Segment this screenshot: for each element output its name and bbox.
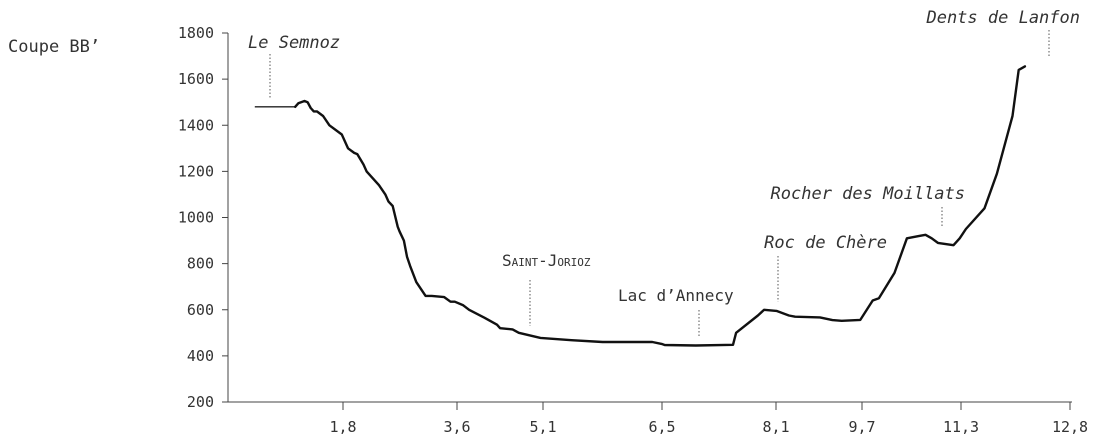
y-tick-label: 1600 (178, 70, 214, 88)
elevation-profile-line (294, 65, 1027, 347)
y-tick-label: 1400 (178, 116, 214, 134)
chart-title: Coupe BB’ (8, 37, 100, 57)
annotation-dents-de-lanfon: Dents de Lanfon (925, 8, 1080, 28)
annotation-roc-de-chere: Roc de Chère (764, 233, 887, 253)
annotation-lac-d-annecy: Lac d’Annecy (618, 286, 734, 305)
y-tick-label: 1000 (178, 209, 214, 227)
x-axis-ticks: 1,8 3,6 5,1 6,5 8,1 9,7 11,3 12,8 (329, 402, 1088, 436)
y-tick-label: 800 (187, 255, 214, 273)
x-tick-label: 5,1 (529, 418, 556, 436)
x-tick-label: 12,8 (1052, 418, 1088, 436)
x-tick-label: 1,8 (329, 418, 356, 436)
annotation-saint-jorioz: Saint-Jorioz (502, 251, 591, 270)
x-tick-label: 3,6 (443, 418, 470, 436)
x-tick-label: 11,3 (943, 418, 979, 436)
y-tick-label: 400 (187, 347, 214, 365)
x-tick-label: 8,1 (762, 418, 789, 436)
y-tick-label: 1200 (178, 162, 214, 180)
y-axis-ticks: 200 400 600 800 1000 1200 1400 1600 1800 (178, 24, 228, 411)
x-tick-label: 9,7 (848, 418, 875, 436)
annotation-le-semnoz: Le Semnoz (248, 33, 340, 53)
place-annotations: Le Semnoz Dents de Lanfon Rocher des Moill… (248, 8, 1080, 338)
annotation-rocher-des-moillats: Rocher des Moillats (771, 184, 965, 204)
x-tick-label: 6,5 (648, 418, 675, 436)
y-tick-label: 1800 (178, 24, 214, 42)
y-tick-label: 600 (187, 301, 214, 319)
y-tick-label: 200 (187, 393, 214, 411)
